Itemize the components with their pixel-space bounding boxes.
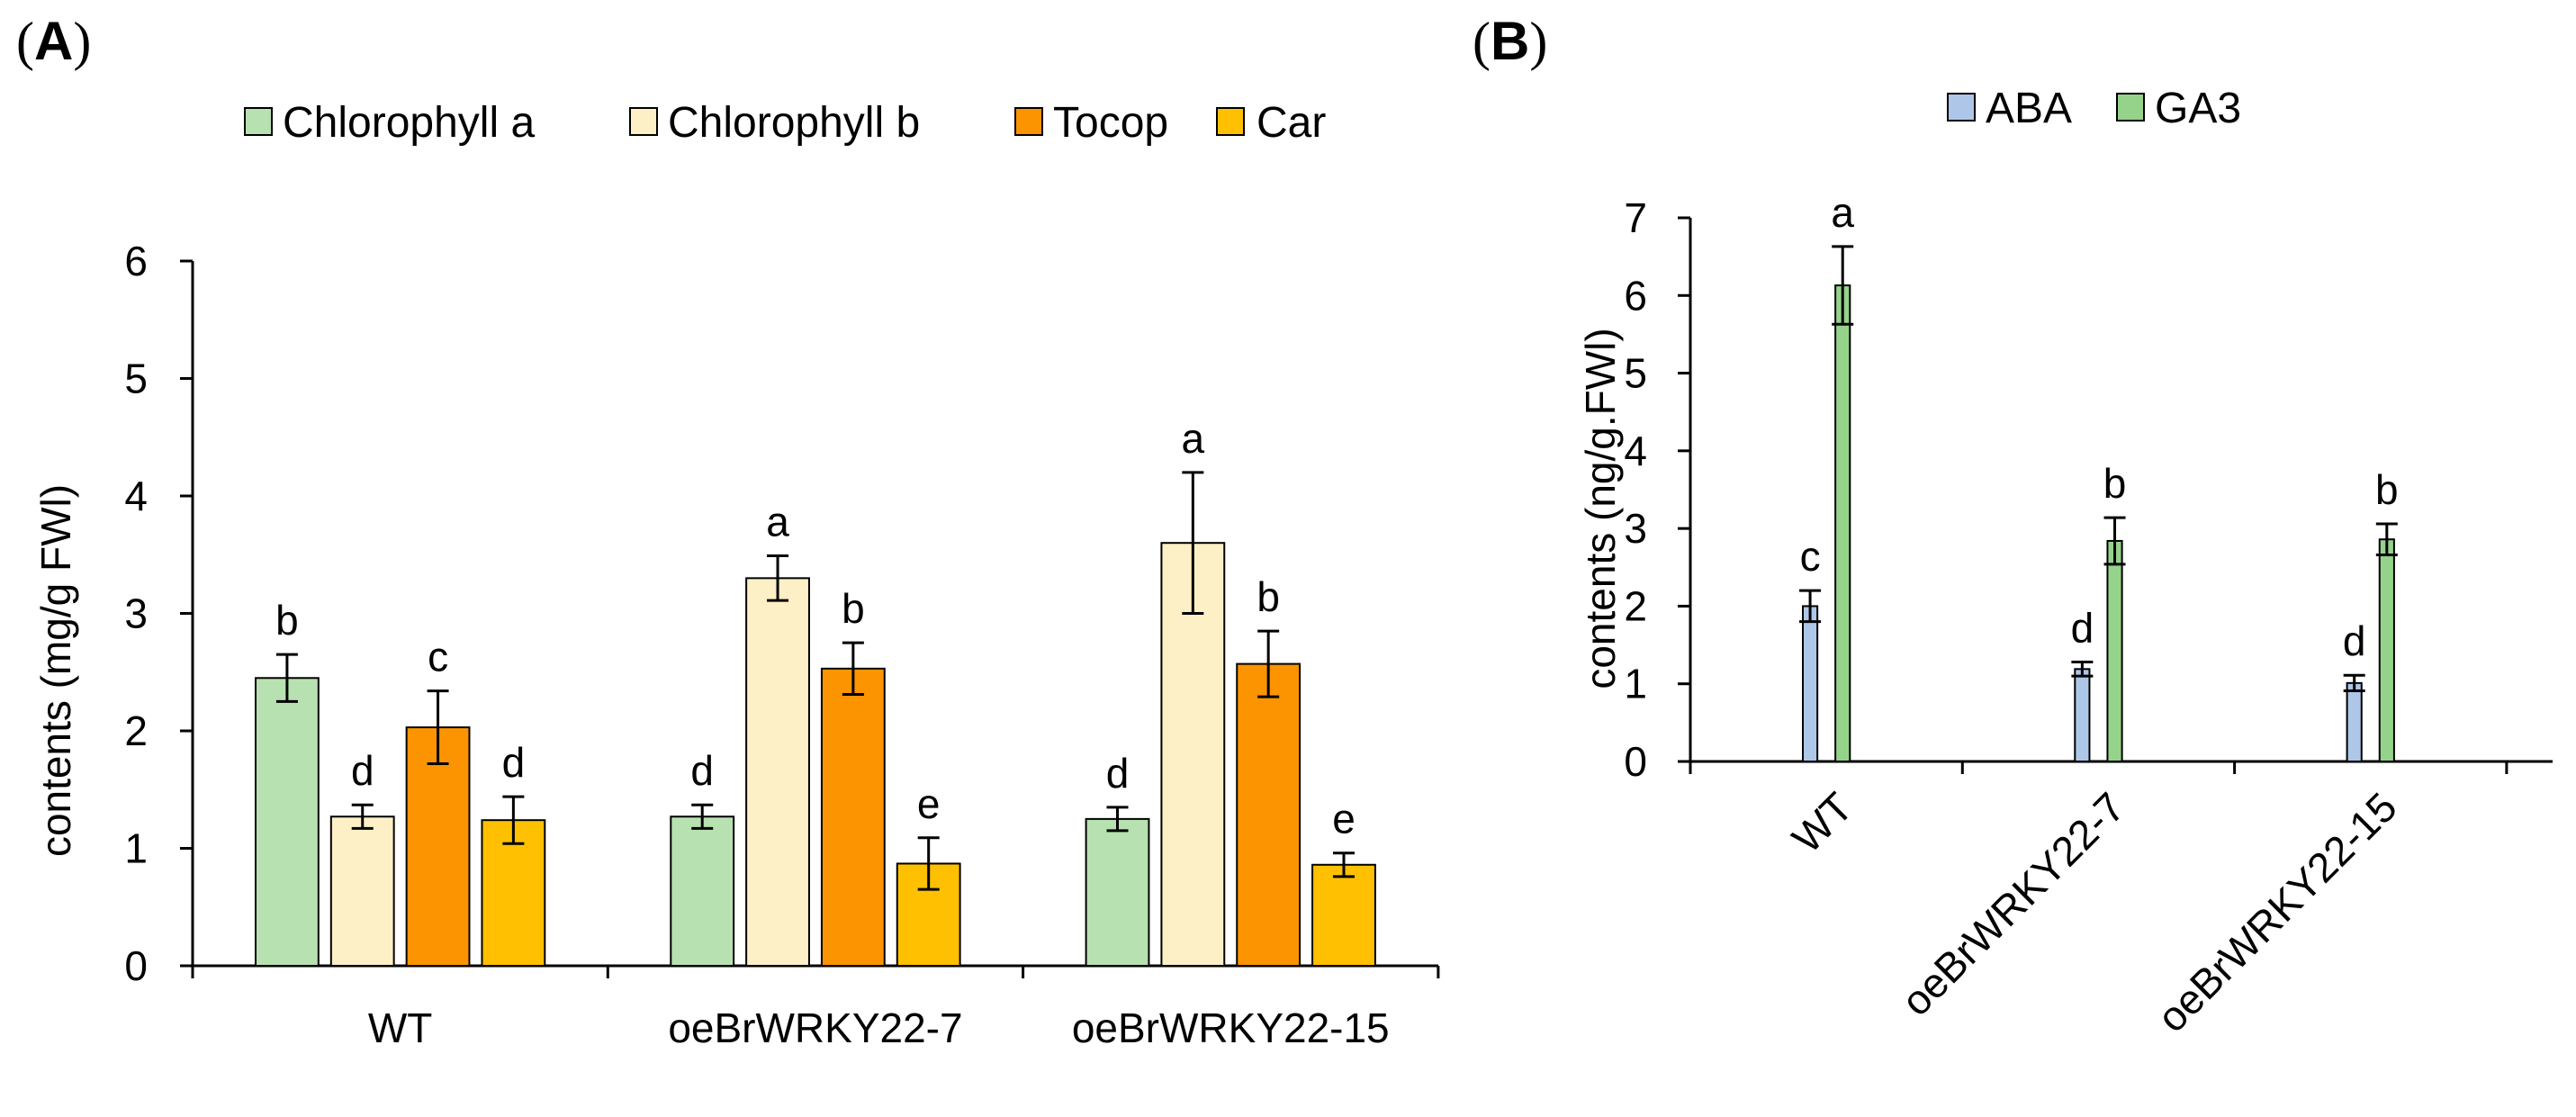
bar-chlorophyll-a: [255, 677, 320, 968]
panel-label-b: (B): [1473, 11, 1547, 71]
legend-label: Car: [1256, 99, 1326, 147]
legend-swatch: [1014, 107, 1043, 136]
y-tick-label: 3: [1624, 505, 1647, 552]
legend-label: GA3: [2155, 85, 2241, 132]
significance-letter: e: [1332, 796, 1356, 842]
y-tick-label: 6: [124, 238, 148, 284]
panel-label-a: (A): [16, 11, 91, 71]
significance-letter: d: [2071, 605, 2094, 652]
bar-aba: [2346, 681, 2363, 763]
y-tick-label: 4: [124, 473, 148, 519]
bar-ga3: [2378, 538, 2395, 762]
bar-ga3: [2106, 539, 2123, 762]
bar-chlorophyll-a: [1085, 817, 1150, 967]
legend-swatch: [2116, 93, 2145, 122]
bar-tocop: [820, 667, 886, 968]
y-tick-label: 3: [124, 590, 148, 637]
bar-chlorophyll-b: [745, 577, 810, 967]
chart-a-axes: 0 1 2 3 4 5 6 WT oeBrWRKY22-7 oeBrWRKY22-15: [124, 238, 1440, 1051]
x-category-label: oeBrWRKY22-15: [2148, 783, 2406, 1040]
chart-b-y-axis-title: contents (ng/g.FWl): [1577, 328, 1624, 689]
y-tick-label: 4: [1624, 428, 1647, 474]
significance-letter: b: [2103, 460, 2127, 507]
legend-label: Tocop: [1053, 99, 1168, 147]
legend-swatch: [1947, 93, 1976, 122]
x-category-label: WT: [368, 1004, 433, 1051]
legend-label: Chlorophyll a: [283, 99, 535, 147]
legend-item: Car: [1216, 99, 1326, 147]
chart-b-legend: ABA GA3: [1947, 85, 2241, 132]
chart-a-bars: b d d d a a c b b d e e: [255, 415, 1376, 968]
significance-letter: c: [1800, 533, 1821, 580]
significance-letter: b: [2375, 466, 2399, 513]
y-tick-label: 2: [124, 707, 148, 754]
legend-label: ABA: [1986, 85, 2072, 132]
y-tick-label: 1: [124, 825, 148, 872]
chart-a: contents (mg/g FWl) Chlorophyll a Chlorop…: [32, 99, 1440, 1051]
x-category-label: oeBrWRKY22-7: [668, 1004, 962, 1051]
significance-letter: a: [766, 499, 789, 545]
y-tick-label: 1: [1624, 661, 1647, 707]
significance-letter: d: [1106, 750, 1130, 797]
chart-b-bars: c d d a b b: [1799, 189, 2399, 763]
x-category-label: oeBrWRKY22-15: [1072, 1004, 1390, 1051]
significance-letter: b: [842, 585, 865, 632]
chart-a-y-axis-title: contents (mg/g FWl): [32, 484, 79, 857]
significance-letter: d: [690, 747, 714, 794]
significance-letter: b: [275, 597, 299, 644]
significance-letter: d: [2343, 617, 2366, 664]
legend-item: Chlorophyll a: [244, 99, 535, 147]
y-tick-label: 6: [1624, 272, 1647, 319]
chart-b: contents (ng/g.FWl) ABA GA3 0 1 2 3 4 5 6 7 WT oeB…: [1577, 85, 2553, 1041]
bar-chlorophyll-b: [329, 815, 395, 968]
significance-letter: d: [351, 747, 374, 794]
legend-item: GA3: [2116, 85, 2241, 132]
significance-letter: b: [1256, 573, 1280, 620]
significance-letter: a: [1831, 189, 1854, 236]
significance-letter: c: [428, 634, 448, 680]
y-tick-label: 0: [124, 942, 148, 989]
bar-tocop: [405, 726, 471, 968]
bar-aba: [1802, 605, 1819, 763]
bar-aba: [2074, 668, 2091, 763]
legend-item: ABA: [1947, 85, 2072, 132]
y-tick-label: 0: [1624, 738, 1647, 785]
bar-chlorophyll-a: [670, 815, 735, 968]
legend-item: Tocop: [1014, 99, 1168, 147]
y-tick-label: 2: [1624, 582, 1647, 629]
bar-ga3: [1834, 284, 1851, 763]
legend-swatch: [244, 107, 273, 136]
bar-tocop: [1236, 662, 1302, 967]
legend-swatch: [1216, 107, 1245, 136]
legend-label: Chlorophyll b: [668, 99, 920, 147]
bar-car: [1311, 863, 1376, 968]
legend-swatch: [629, 107, 658, 136]
y-tick-label: 5: [1624, 350, 1647, 397]
y-tick-label: 5: [124, 356, 148, 402]
x-category-label: oeBrWRKY22-7: [1892, 783, 2133, 1024]
x-category-label: WT: [1783, 783, 1861, 861]
y-tick-label: 7: [1624, 194, 1647, 241]
chart-a-legend: Chlorophyll a Chlorophyll b Tocop Car: [244, 99, 1326, 147]
significance-letter: e: [917, 780, 941, 827]
significance-letter: a: [1182, 415, 1205, 462]
significance-letter: d: [502, 739, 526, 786]
legend-item: Chlorophyll b: [629, 99, 920, 147]
